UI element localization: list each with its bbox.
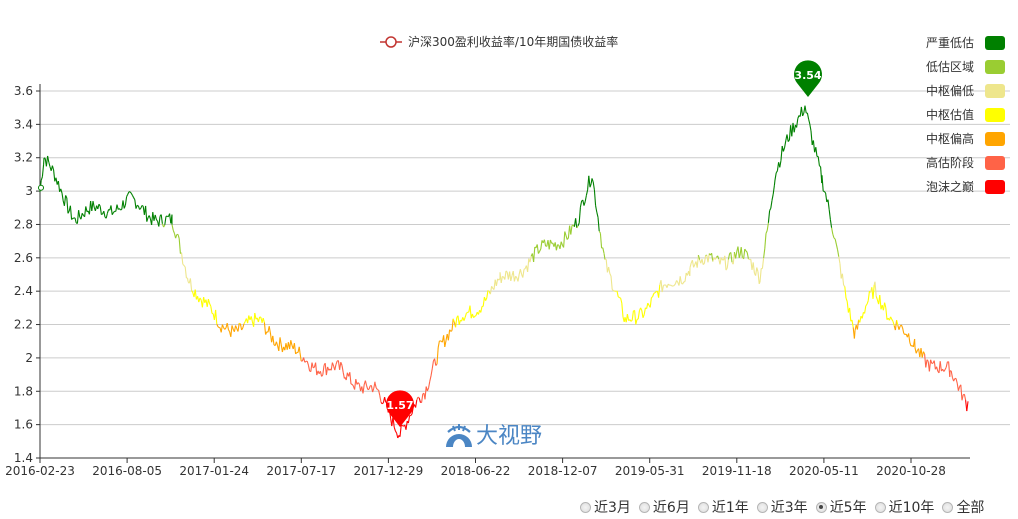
radio-unchecked-icon[interactable] [942,501,954,513]
range-option-1[interactable]: 近6月 [638,497,690,517]
series-legend-icon [385,36,397,48]
radio-unchecked-icon[interactable] [756,501,768,513]
legend-band-label: 中枢偏低 [926,83,974,98]
y-tick-label: 1.6 [14,418,33,432]
legend-band-swatch [985,84,1005,98]
y-axis: 1.4 1.6 1.8 2 2.2 2.4 2.6 2.8 3 3.2 3.4 3.6 [14,84,41,465]
range-option-0[interactable]: 近3月 [580,497,631,517]
series-legend[interactable]: 沪深300盈利收益率/10年期国债收益率 [380,34,618,49]
legend-band-label: 严重低估 [926,36,974,50]
legend-item-band[interactable]: 高估阶段 [926,155,1005,170]
x-tick-label: 2018-06-22 [441,464,511,478]
range-option-2[interactable]: 近1年 [697,497,749,517]
range-option-label: 近3月 [594,500,631,516]
legend-item-band[interactable]: 泡沫之巅 [926,180,1005,194]
legend-band-label: 泡沫之巅 [926,180,974,194]
series-legend-label: 沪深300盈利收益率/10年期国债收益率 [408,34,618,49]
range-option-label: 近3年 [770,500,808,516]
range-option-label: 近10年 [888,500,935,516]
radio-unchecked-icon[interactable] [580,501,591,513]
legend-band-swatch [985,60,1005,74]
y-tick-label: 3.6 [14,84,33,98]
time-range-selector: 近3月 近6月 近1年 近3年 近5年 近10年 全部 [580,497,992,517]
x-tick-label: 2017-01-24 [179,464,249,478]
legend-item-band[interactable]: 严重低估 [926,36,1005,50]
legend-band-swatch [985,156,1005,170]
legend-band-swatch [985,108,1005,122]
range-option-label: 近6月 [652,500,690,516]
x-tick-label: 2019-11-18 [702,464,772,478]
range-option-5[interactable]: 近10年 [874,497,935,517]
extreme-markers: 3.54 1.57 [386,60,822,427]
y-tick-label: 1.4 [14,451,33,465]
dashiye-logo-icon [446,424,472,447]
range-option-label: 近1年 [711,500,749,516]
gridlines [40,90,1010,426]
watermark-text: 大视野 [476,424,543,449]
y-tick-label: 3.2 [14,151,33,165]
data-line[interactable] [38,105,969,439]
range-option-6[interactable]: 全部 [942,497,984,517]
x-tick-label: 2017-07-17 [266,464,336,478]
legend-band-label: 高估阶段 [926,155,974,170]
radio-unchecked-icon[interactable] [697,501,709,513]
legend-item-band[interactable]: 中枢估值 [926,107,1005,122]
watermark: 大视野 [444,418,542,450]
range-option-label: 近5年 [829,500,867,516]
y-tick-label: 3 [25,184,33,198]
x-tick-label: 2017-12-29 [354,464,424,478]
x-axis: 2016-02-23 2016-08-05 2017-01-24 2017-07-17… [5,457,970,478]
legend-item-band[interactable]: 低估区域 [926,60,1005,74]
radio-unchecked-icon[interactable] [874,501,886,513]
x-tick-label: 2016-08-05 [92,464,162,478]
range-option-3[interactable]: 近3年 [756,497,808,517]
x-tick-label: 2018-12-07 [528,464,598,478]
y-tick-label: 2.8 [14,217,33,231]
x-tick-label: 2020-05-11 [789,464,859,478]
x-tick-label: 2016-02-23 [5,464,75,478]
y-tick-label: 2.4 [14,284,33,298]
y-tick-label: 1.8 [14,384,33,398]
radio-checked-icon[interactable] [815,501,827,513]
radio-unchecked-icon[interactable] [638,501,650,513]
x-tick-label: 2020-10-28 [876,464,946,478]
legend-band-swatch [985,180,1005,194]
legend-item-band[interactable]: 中枢偏高 [926,131,1005,146]
min-value-marker: 1.57 [386,390,414,427]
svg-text:3.54: 3.54 [794,69,821,82]
range-option-label: 全部 [956,500,985,516]
y-tick-label: 2.2 [14,318,33,332]
legend-band-label: 中枢估值 [926,107,974,122]
y-tick-label: 2.6 [14,251,33,265]
max-value-marker: 3.54 [794,60,822,97]
y-tick-label: 3.4 [14,117,33,131]
legend-band-label: 中枢偏高 [926,131,974,146]
svg-text:1.57: 1.57 [386,399,413,412]
legend-band-swatch [985,36,1005,50]
range-option-4[interactable]: 近5年 [815,497,867,517]
legend-band-swatch [985,132,1005,146]
x-tick-label: 2019-05-31 [615,464,685,478]
legend-item-band[interactable]: 中枢偏低 [926,83,1005,98]
legend-band-label: 低估区域 [926,60,974,74]
y-tick-label: 2 [25,351,33,365]
